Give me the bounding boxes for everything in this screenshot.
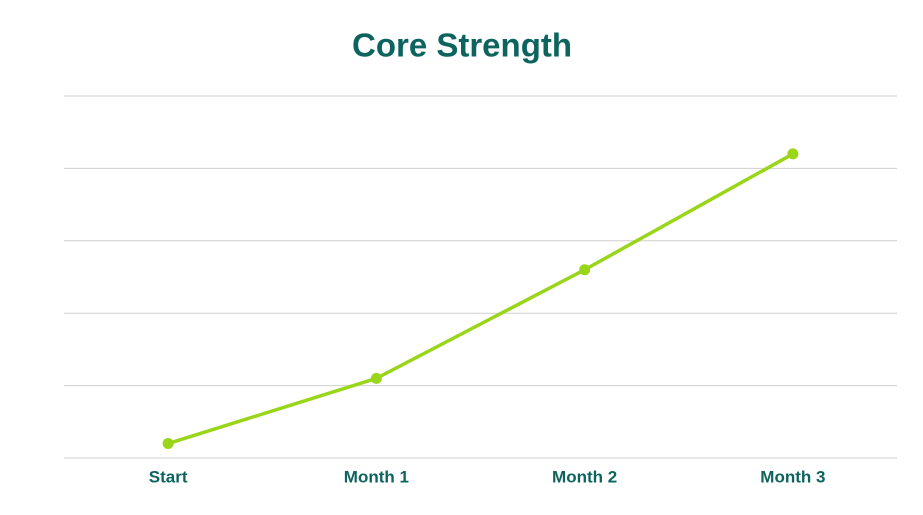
chart-title: Core Strength <box>352 27 572 64</box>
data-point <box>370 372 382 384</box>
x-tick-label: Month 1 <box>344 467 409 486</box>
x-tick-label: Start <box>149 467 188 486</box>
x-tick-label: Month 3 <box>760 467 825 486</box>
data-point <box>579 264 591 276</box>
x-tick-label: Month 2 <box>552 467 617 486</box>
data-point <box>787 148 799 160</box>
data-point <box>162 438 174 450</box>
data-line <box>167 152 794 446</box>
